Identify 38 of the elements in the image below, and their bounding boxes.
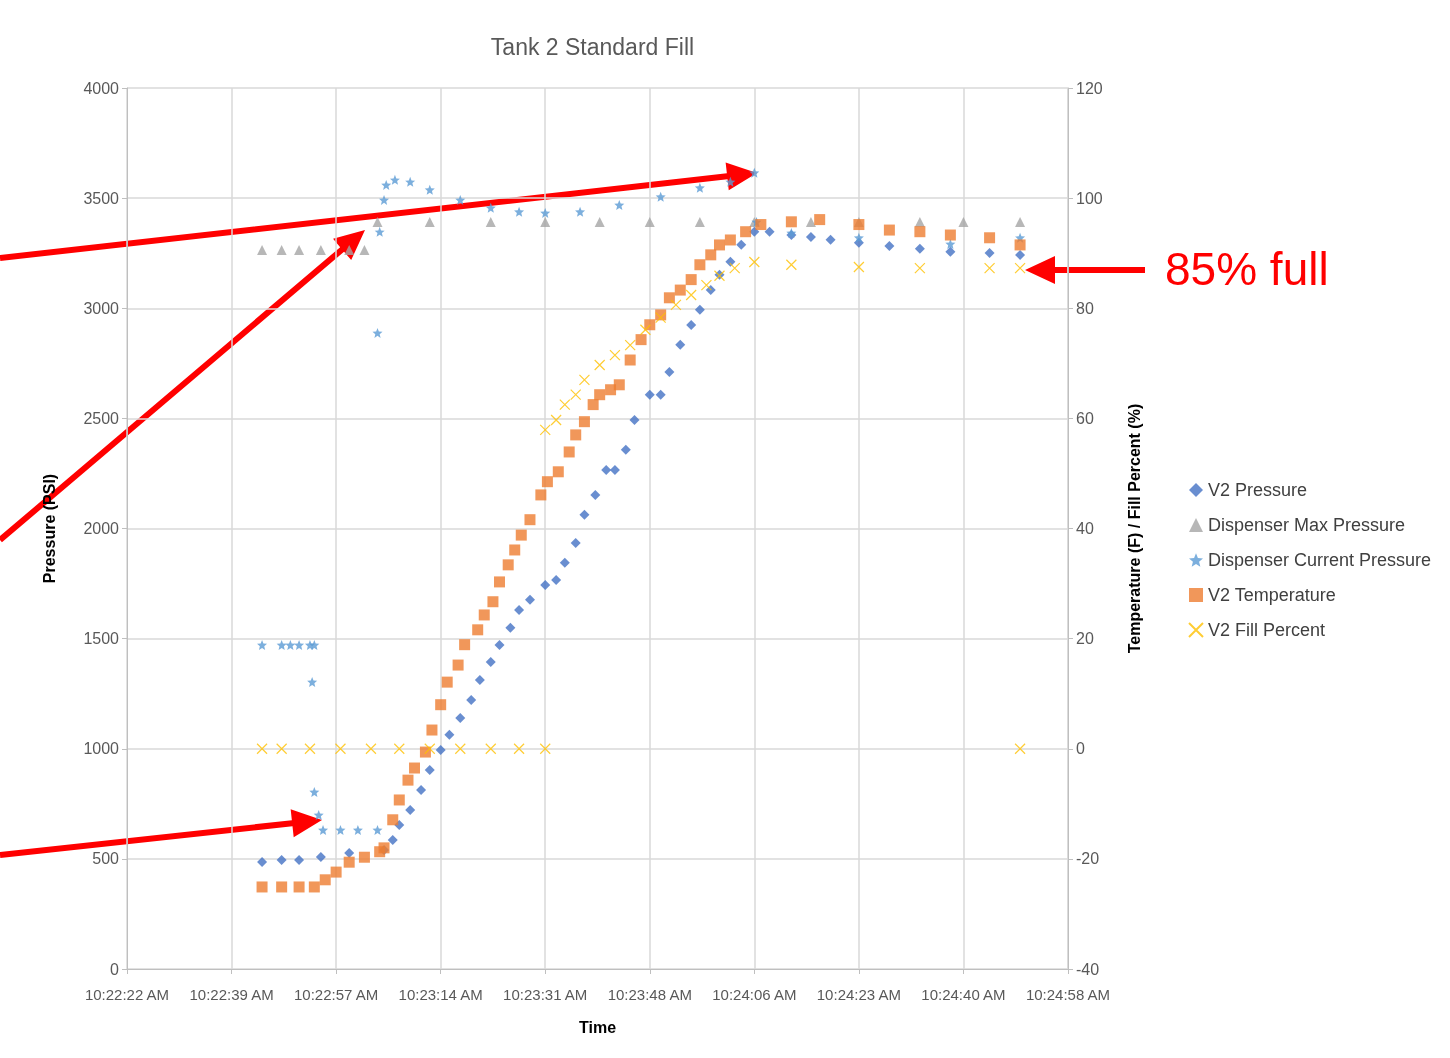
x-tick-label: 10:24:23 AM xyxy=(816,986,902,1003)
legend-label: Dispenser Max Pressure xyxy=(1208,515,1406,535)
x-tick-label: 10:22:39 AM xyxy=(189,986,274,1003)
y2-tick-label: 120 xyxy=(1076,79,1103,97)
y-tick-label: 500 xyxy=(92,850,120,868)
legend-label: V2 Pressure xyxy=(1208,480,1308,500)
y2-tick-label: 80 xyxy=(1076,299,1094,317)
legend-label: V2 Temperature xyxy=(1208,585,1336,605)
legend-label: Dispenser Current Pressure xyxy=(1208,550,1432,570)
chart-title: Tank 2 Standard Fill xyxy=(490,33,695,60)
y2-tick-label: 60 xyxy=(1076,409,1094,427)
y2-tick-label: -20 xyxy=(1076,850,1100,868)
y2-tick-label: 40 xyxy=(1076,520,1094,537)
x-tick-label: 10:23:48 AM xyxy=(607,986,692,1003)
y-tick-label: 2500 xyxy=(83,409,120,427)
x-axis-title: Time xyxy=(578,1018,617,1036)
x-tick-label: 10:24:06 AM xyxy=(712,986,797,1003)
y2-tick-label: -40 xyxy=(1076,960,1100,978)
y2-tick-label: 0 xyxy=(1076,740,1085,758)
x-tick-label: 10:22:22 AM xyxy=(84,986,170,1003)
y-tick-label: 3000 xyxy=(83,299,120,317)
y-tick-label: 2000 xyxy=(83,520,120,537)
y-axis-title: Pressure (PSI) xyxy=(40,473,58,584)
x-tick-label: 10:23:31 AM xyxy=(503,986,588,1003)
y2-tick-label: 100 xyxy=(1076,189,1103,207)
x-tick-label: 10:22:57 AM xyxy=(293,986,379,1003)
x-tick-label: 10:24:58 AM xyxy=(1025,986,1111,1003)
y-tick-label: 0 xyxy=(110,960,120,978)
y-tick-label: 3500 xyxy=(83,189,120,207)
y-tick-label: 4000 xyxy=(83,79,120,97)
legend-label: V2 Fill Percent xyxy=(1208,620,1326,640)
y-tick-label: 1000 xyxy=(83,740,120,758)
y2-axis-title: Temperature (F) / Fill Percent (%) xyxy=(1125,403,1143,654)
y2-tick-label: 20 xyxy=(1076,630,1094,648)
y-tick-label: 1500 xyxy=(83,630,120,648)
text: 85% full xyxy=(1165,243,1329,295)
x-tick-label: 10:23:14 AM xyxy=(398,986,483,1003)
x-tick-label: 10:24:40 AM xyxy=(921,986,1006,1003)
